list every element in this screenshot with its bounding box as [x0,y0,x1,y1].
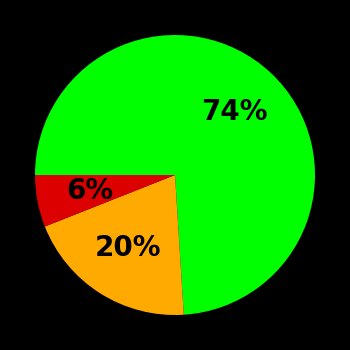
Wedge shape [45,175,184,315]
Text: 74%: 74% [201,98,268,126]
Wedge shape [35,175,175,226]
Wedge shape [35,35,315,315]
Text: 6%: 6% [66,177,113,205]
Text: 20%: 20% [95,234,162,262]
